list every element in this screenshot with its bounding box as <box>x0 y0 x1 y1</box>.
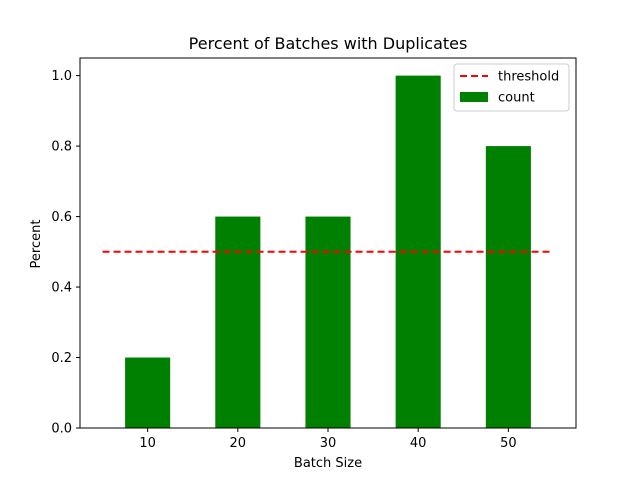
y-tick-label: 0.4 <box>51 281 72 296</box>
y-tick-label: 0.8 <box>51 140 72 155</box>
bar-20 <box>215 216 261 428</box>
y-axis: 0.0 0.2 0.4 0.6 0.8 1.0 <box>51 69 80 437</box>
x-tick-label: 10 <box>139 436 156 451</box>
y-tick-label: 0.6 <box>51 210 72 225</box>
y-axis-label: Percent <box>29 220 44 269</box>
x-tick-label: 20 <box>230 436 247 451</box>
legend-swatch-count <box>460 92 488 102</box>
bar-50 <box>485 146 531 428</box>
legend: threshold count <box>453 63 570 112</box>
bar-30 <box>305 216 351 428</box>
x-tick-label: 30 <box>320 436 337 451</box>
y-tick-label: 0.2 <box>51 351 72 366</box>
bar-10 <box>125 357 171 428</box>
x-tick-label: 50 <box>500 436 517 451</box>
chart-title: Percent of Batches with Duplicates <box>189 34 468 53</box>
axes-frame <box>79 57 577 429</box>
legend-label: threshold <box>498 70 559 85</box>
legend-label: count <box>498 91 535 106</box>
x-tick-label: 40 <box>410 436 427 451</box>
y-tick-label: 1.0 <box>51 69 72 84</box>
x-axis-label: Batch Size <box>294 456 362 471</box>
x-axis: 10 20 30 40 50 <box>139 428 517 451</box>
y-tick-label: 0.0 <box>51 422 72 437</box>
plot-area <box>102 75 554 428</box>
